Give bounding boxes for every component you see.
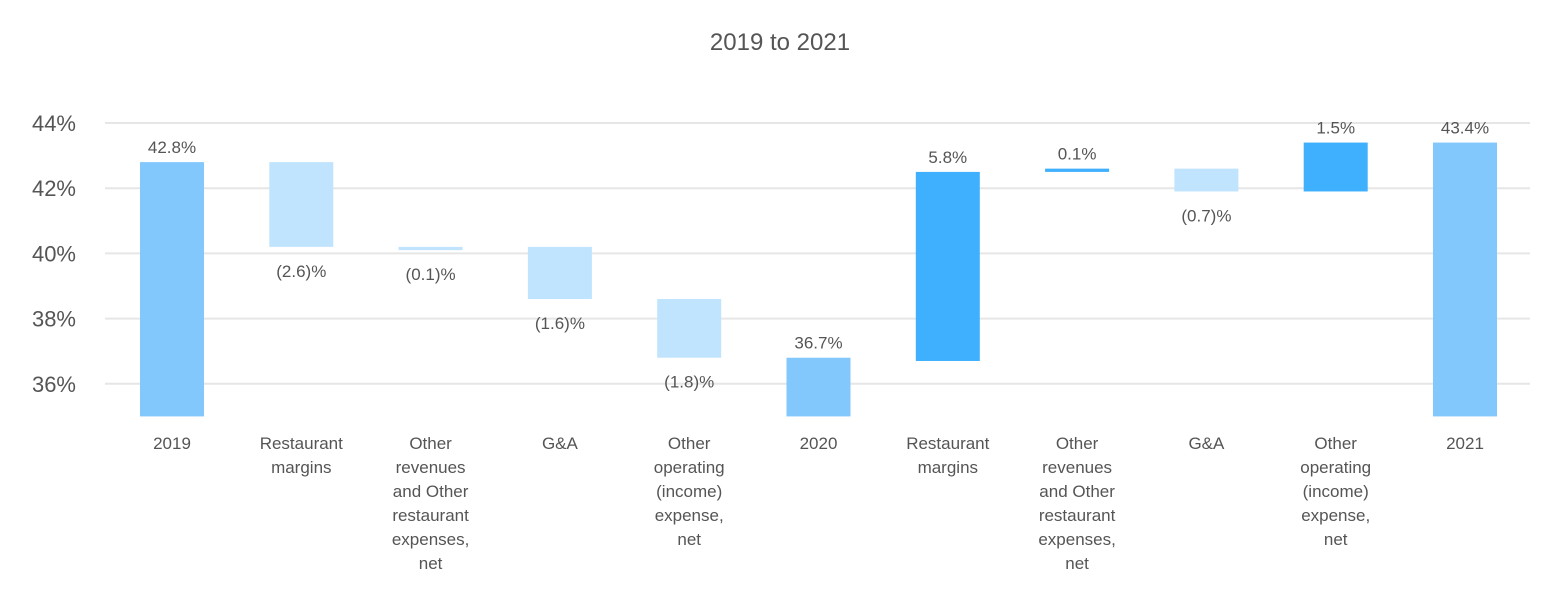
x-category-label: 2019 (153, 434, 191, 453)
data-label: (2.6)% (276, 262, 326, 281)
x-category-label: Restaurant margins (260, 434, 343, 477)
data-label: (1.6)% (535, 314, 585, 333)
bar-total (1433, 142, 1497, 417)
bar-increase (1303, 142, 1368, 192)
bar-decrease (657, 299, 722, 358)
bar-decrease (527, 246, 592, 300)
data-label: (1.8)% (664, 373, 714, 392)
data-label: 1.5% (1316, 119, 1355, 138)
x-category-label: 2020 (800, 434, 838, 453)
data-label: 42.8% (148, 138, 196, 157)
bar-decrease (1174, 168, 1239, 192)
y-tick-label: 40% (32, 241, 76, 266)
data-label: 5.8% (928, 148, 967, 167)
data-label: 36.7% (794, 334, 842, 353)
data-labels: 42.8% (2.6)% (0.1)% (1.6)% (1.8)% 36.7% 5.8% 0.… (148, 119, 1489, 392)
y-tick-label: 36% (32, 372, 76, 397)
x-category-label: Other revenues and Other restaurant expenses… (392, 434, 470, 573)
x-category-label: Other operating (income) expense, net (654, 434, 725, 549)
bar-increase (1045, 168, 1110, 172)
data-label: 0.1% (1058, 145, 1097, 164)
x-category-label: Restaurant margins (906, 434, 989, 477)
x-axis-labels: 2019 Restaurant margins Other revenues and Ot… (153, 434, 1484, 573)
y-tick-label: 44% (32, 111, 76, 136)
x-category-label: G&A (542, 434, 579, 453)
bar-decrease (269, 162, 334, 247)
x-category-label: Other operating (income) expense, net (1300, 434, 1371, 549)
x-category-label: G&A (1188, 434, 1225, 453)
y-tick-label: 38% (32, 307, 76, 332)
gridlines (105, 122, 1530, 385)
bar-increase (915, 171, 980, 361)
bar-decrease (398, 246, 463, 251)
data-label: 43.4% (1441, 119, 1489, 138)
y-axis-ticks: 36% 38% 40% 42% 44% (32, 111, 76, 397)
bar-total (140, 162, 204, 417)
x-category-label: 2021 (1446, 434, 1484, 453)
chart-title: 2019 to 2021 (710, 29, 850, 56)
data-label: (0.7)% (1181, 206, 1231, 225)
data-label: (0.1)% (406, 265, 456, 284)
bar-total (786, 357, 851, 417)
bars (140, 142, 1497, 417)
x-category-label: Other revenues and Other restaurant expenses… (1038, 434, 1116, 573)
y-tick-label: 42% (32, 176, 76, 201)
